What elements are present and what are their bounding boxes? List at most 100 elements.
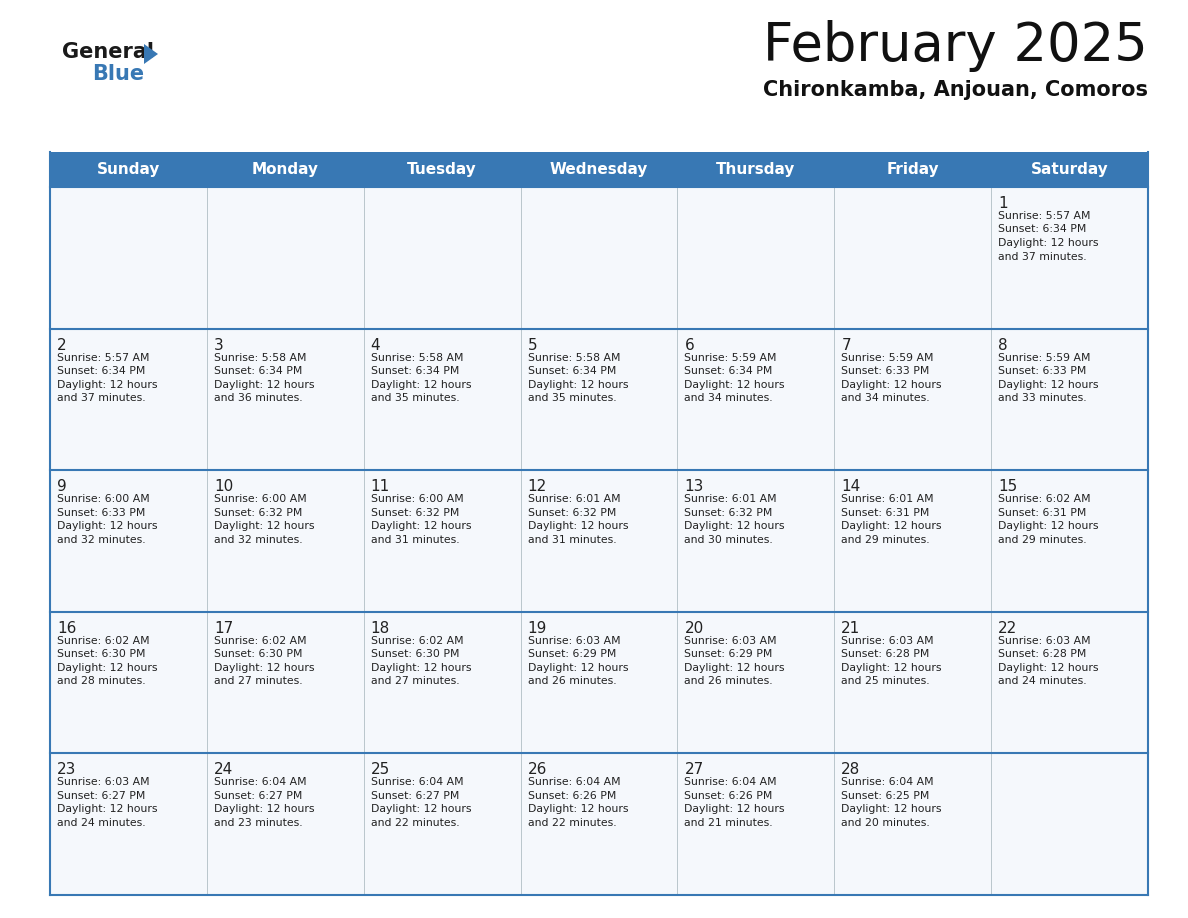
Bar <box>207 329 364 470</box>
Text: 11: 11 <box>371 479 390 494</box>
Bar <box>207 611 364 754</box>
Bar <box>207 187 364 329</box>
Bar <box>50 611 207 754</box>
Text: Sunset: 6:30 PM: Sunset: 6:30 PM <box>214 649 303 659</box>
Text: February 2025: February 2025 <box>763 20 1148 72</box>
Text: and 24 minutes.: and 24 minutes. <box>57 818 146 828</box>
Bar <box>50 754 207 895</box>
Text: and 37 minutes.: and 37 minutes. <box>998 252 1087 262</box>
Text: Sunset: 6:30 PM: Sunset: 6:30 PM <box>371 649 460 659</box>
Text: Sunset: 6:34 PM: Sunset: 6:34 PM <box>998 225 1087 234</box>
Text: and 27 minutes.: and 27 minutes. <box>371 677 460 687</box>
Text: Daylight: 12 hours: Daylight: 12 hours <box>371 663 472 673</box>
Bar <box>991 329 1148 470</box>
Text: Sunrise: 6:01 AM: Sunrise: 6:01 AM <box>841 494 934 504</box>
Text: 12: 12 <box>527 479 546 494</box>
Text: Sunrise: 6:02 AM: Sunrise: 6:02 AM <box>371 636 463 645</box>
Text: Sunrise: 5:57 AM: Sunrise: 5:57 AM <box>57 353 150 363</box>
Text: Daylight: 12 hours: Daylight: 12 hours <box>371 521 472 532</box>
Text: Sunrise: 5:59 AM: Sunrise: 5:59 AM <box>684 353 777 363</box>
Text: 20: 20 <box>684 621 703 636</box>
Text: Daylight: 12 hours: Daylight: 12 hours <box>527 663 628 673</box>
Bar <box>677 470 834 611</box>
Text: Daylight: 12 hours: Daylight: 12 hours <box>214 804 315 814</box>
Text: Daylight: 12 hours: Daylight: 12 hours <box>214 521 315 532</box>
Text: Sunset: 6:34 PM: Sunset: 6:34 PM <box>57 366 145 376</box>
Text: Daylight: 12 hours: Daylight: 12 hours <box>57 663 158 673</box>
Text: and 29 minutes.: and 29 minutes. <box>998 534 1087 544</box>
Text: 8: 8 <box>998 338 1007 353</box>
Text: Daylight: 12 hours: Daylight: 12 hours <box>684 663 785 673</box>
Text: 6: 6 <box>684 338 694 353</box>
Text: Sunset: 6:34 PM: Sunset: 6:34 PM <box>684 366 773 376</box>
Text: and 20 minutes.: and 20 minutes. <box>841 818 930 828</box>
Text: Sunrise: 6:04 AM: Sunrise: 6:04 AM <box>214 778 307 788</box>
Text: Sunrise: 6:03 AM: Sunrise: 6:03 AM <box>841 636 934 645</box>
Text: Daylight: 12 hours: Daylight: 12 hours <box>527 521 628 532</box>
Text: 13: 13 <box>684 479 703 494</box>
Text: Daylight: 12 hours: Daylight: 12 hours <box>527 804 628 814</box>
Text: Sunrise: 6:03 AM: Sunrise: 6:03 AM <box>57 778 150 788</box>
Bar <box>834 611 991 754</box>
Text: Sunrise: 6:00 AM: Sunrise: 6:00 AM <box>57 494 150 504</box>
Text: Chironkamba, Anjouan, Comoros: Chironkamba, Anjouan, Comoros <box>763 80 1148 100</box>
Text: 14: 14 <box>841 479 860 494</box>
Text: and 26 minutes.: and 26 minutes. <box>527 677 617 687</box>
Text: Daylight: 12 hours: Daylight: 12 hours <box>57 380 158 389</box>
Text: 9: 9 <box>57 479 67 494</box>
Text: and 25 minutes.: and 25 minutes. <box>841 677 930 687</box>
Text: and 22 minutes.: and 22 minutes. <box>527 818 617 828</box>
Text: Daylight: 12 hours: Daylight: 12 hours <box>684 521 785 532</box>
Bar <box>520 329 677 470</box>
Text: 2: 2 <box>57 338 67 353</box>
Text: Daylight: 12 hours: Daylight: 12 hours <box>527 380 628 389</box>
Bar <box>677 329 834 470</box>
Text: 24: 24 <box>214 763 233 778</box>
Text: 3: 3 <box>214 338 223 353</box>
Text: Daylight: 12 hours: Daylight: 12 hours <box>841 663 942 673</box>
Text: and 27 minutes.: and 27 minutes. <box>214 677 303 687</box>
Text: Sunset: 6:28 PM: Sunset: 6:28 PM <box>841 649 930 659</box>
Text: Sunset: 6:33 PM: Sunset: 6:33 PM <box>57 508 145 518</box>
Text: Daylight: 12 hours: Daylight: 12 hours <box>841 804 942 814</box>
Bar <box>677 187 834 329</box>
Bar <box>677 754 834 895</box>
Text: Daylight: 12 hours: Daylight: 12 hours <box>998 238 1099 248</box>
Text: Daylight: 12 hours: Daylight: 12 hours <box>998 380 1099 389</box>
Text: Blue: Blue <box>91 64 144 84</box>
Text: Sunset: 6:34 PM: Sunset: 6:34 PM <box>371 366 459 376</box>
Text: 18: 18 <box>371 621 390 636</box>
Text: and 32 minutes.: and 32 minutes. <box>57 534 146 544</box>
Text: Sunrise: 6:04 AM: Sunrise: 6:04 AM <box>527 778 620 788</box>
Text: and 26 minutes.: and 26 minutes. <box>684 677 773 687</box>
Bar <box>364 187 520 329</box>
Text: Monday: Monday <box>252 162 318 177</box>
Bar <box>50 470 207 611</box>
Bar <box>520 187 677 329</box>
Bar <box>834 329 991 470</box>
Text: 15: 15 <box>998 479 1017 494</box>
Text: Daylight: 12 hours: Daylight: 12 hours <box>998 663 1099 673</box>
Text: Daylight: 12 hours: Daylight: 12 hours <box>371 804 472 814</box>
Text: 27: 27 <box>684 763 703 778</box>
Text: 21: 21 <box>841 621 860 636</box>
Text: Daylight: 12 hours: Daylight: 12 hours <box>214 380 315 389</box>
Text: Sunset: 6:29 PM: Sunset: 6:29 PM <box>527 649 615 659</box>
Bar <box>677 611 834 754</box>
Text: Sunrise: 6:01 AM: Sunrise: 6:01 AM <box>684 494 777 504</box>
Text: Daylight: 12 hours: Daylight: 12 hours <box>57 521 158 532</box>
Text: Daylight: 12 hours: Daylight: 12 hours <box>841 521 942 532</box>
Text: Sunset: 6:32 PM: Sunset: 6:32 PM <box>214 508 302 518</box>
Text: Sunset: 6:33 PM: Sunset: 6:33 PM <box>998 366 1087 376</box>
Text: 19: 19 <box>527 621 546 636</box>
Bar <box>207 754 364 895</box>
Text: 25: 25 <box>371 763 390 778</box>
Bar <box>50 329 207 470</box>
Text: and 29 minutes.: and 29 minutes. <box>841 534 930 544</box>
Text: Sunset: 6:29 PM: Sunset: 6:29 PM <box>684 649 773 659</box>
Text: Sunset: 6:31 PM: Sunset: 6:31 PM <box>998 508 1087 518</box>
Text: Sunset: 6:25 PM: Sunset: 6:25 PM <box>841 791 930 800</box>
Text: Sunrise: 5:59 AM: Sunrise: 5:59 AM <box>998 353 1091 363</box>
Text: Sunrise: 5:58 AM: Sunrise: 5:58 AM <box>371 353 463 363</box>
Text: Sunset: 6:27 PM: Sunset: 6:27 PM <box>57 791 145 800</box>
